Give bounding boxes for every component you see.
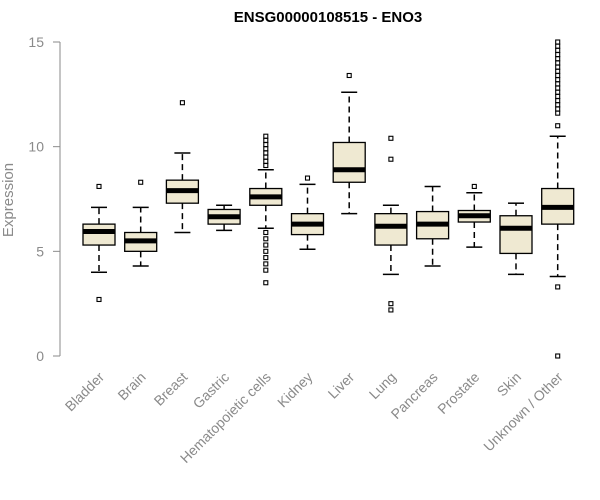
x-tick-label: Lung (366, 369, 399, 402)
outlier-point (555, 39, 561, 45)
y-tick-label: 15 (28, 34, 44, 50)
outlier-point (555, 52, 561, 58)
outlier-point (555, 85, 561, 91)
outlier-point (179, 100, 185, 106)
outlier-point (263, 158, 269, 164)
outlier-point (263, 261, 269, 267)
outlier-point (388, 307, 394, 313)
y-axis: 0 5 10 15 (28, 34, 61, 364)
box-breast (165, 100, 200, 234)
outlier-point (555, 98, 561, 104)
outlier-point (555, 60, 561, 66)
outlier-point (555, 106, 561, 112)
outlier-point (555, 123, 561, 129)
outlier-point (263, 142, 269, 148)
box-hematopoietic-cells (249, 133, 283, 286)
outlier-point (263, 242, 269, 248)
outlier-point (263, 248, 269, 254)
x-tick-label: Kidney (274, 369, 316, 411)
y-tick-label: 5 (36, 243, 44, 259)
outlier-point (555, 81, 561, 87)
x-tick-label: Prostate (434, 369, 482, 417)
x-tick-label: Bladder (62, 369, 108, 415)
outlier-point (263, 267, 269, 273)
outlier-point (263, 229, 269, 236)
box-lung (374, 135, 408, 313)
outlier-point (555, 56, 561, 62)
outlier-point (346, 72, 352, 79)
box-skin (499, 202, 533, 276)
y-axis-label: Expression (0, 163, 17, 237)
outlier-point (388, 156, 394, 162)
outlier-point (555, 77, 561, 83)
y-tick-label: 0 (36, 348, 44, 364)
outlier-point (555, 353, 561, 359)
outlier-point (388, 301, 394, 307)
x-tick-label: Liver (325, 369, 358, 402)
outlier-point (96, 183, 102, 189)
box-pancreas (415, 185, 450, 267)
outlier-point (263, 162, 269, 169)
outlier-point (555, 68, 561, 74)
box-unknown-other (541, 39, 575, 359)
outlier-point (263, 236, 269, 242)
outlier-point (263, 137, 269, 143)
y-tick-label: 10 (28, 139, 44, 155)
chart-title: ENSG00000108515 - ENO3 (234, 9, 422, 26)
box-kidney (290, 175, 325, 250)
x-tick-label: Skin (494, 369, 525, 400)
outlier-point (555, 89, 561, 95)
box-bladder (82, 183, 116, 303)
x-tick-label: Brain (114, 369, 148, 403)
outlier-point (263, 150, 269, 156)
box-series (82, 39, 575, 359)
box-iqr (499, 215, 533, 255)
outlier-point (555, 43, 561, 49)
outlier-point (138, 179, 144, 185)
box-iqr (374, 213, 408, 246)
outlier-point (555, 47, 561, 53)
outlier-point (263, 154, 269, 160)
outlier-point (555, 72, 561, 79)
box-brain (124, 179, 158, 267)
outlier-point (263, 255, 269, 261)
outlier-point (555, 284, 561, 290)
outlier-point (388, 135, 394, 141)
box-iqr (332, 141, 366, 183)
outlier-point (555, 110, 561, 116)
box-iqr (82, 223, 116, 246)
outlier-point (263, 133, 269, 139)
outlier-point (96, 296, 102, 303)
box-gastric (207, 204, 241, 232)
outlier-point (555, 102, 561, 108)
outlier-point (263, 146, 269, 152)
box-liver (332, 72, 366, 215)
box-prostate (457, 183, 491, 248)
outlier-point (263, 280, 269, 286)
outlier-point (555, 93, 561, 99)
outlier-point (471, 183, 477, 189)
x-tick-label: Unknown / Other (480, 369, 566, 455)
outlier-point (304, 175, 311, 181)
outlier-point (555, 64, 561, 70)
x-tick-label: Breast (151, 369, 191, 409)
